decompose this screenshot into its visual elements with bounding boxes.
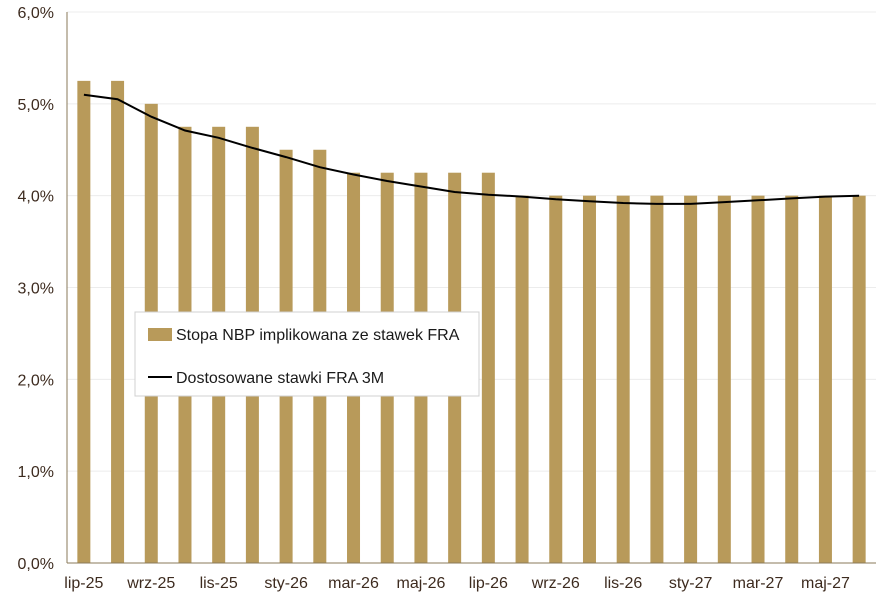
bar (77, 80, 91, 563)
legend-swatch-bar (148, 328, 172, 341)
x-axis-tick-labels: lip-25 wrz-25 lis-25 sty-26 mar-26 maj-26 lip-… (64, 575, 850, 592)
x-tick-label: wrz-26 (531, 575, 580, 592)
bar (717, 195, 731, 563)
x-tick-label: wrz-25 (126, 575, 175, 592)
y-tick-label: 6,0% (18, 5, 54, 22)
axes (66, 12, 876, 564)
line-series-fra-3m (83, 93, 860, 205)
bar (684, 195, 698, 563)
x-tick-label: mar-26 (328, 575, 379, 592)
x-tick-label: lis-25 (200, 575, 238, 592)
bar (751, 195, 765, 563)
y-tick-label: 1,0% (18, 464, 54, 481)
x-tick-label: lip-26 (469, 575, 508, 592)
bar (650, 195, 664, 563)
x-tick-label: mar-27 (733, 575, 784, 592)
y-axis-tick-labels: 0,0% 1,0% 2,0% 3,0% 4,0% 5,0% 6,0% (18, 5, 54, 573)
x-tick-label: maj-27 (801, 575, 850, 592)
bar (785, 195, 799, 563)
x-tick-label: maj-26 (396, 575, 445, 592)
legend-box (134, 311, 480, 397)
legend: Stopa NBP implikowana ze stawek FRA Dost… (134, 311, 480, 397)
y-tick-label: 0,0% (18, 556, 54, 573)
legend-label-line: Dostosowane stawki FRA 3M (176, 370, 384, 387)
bar (111, 80, 125, 563)
bar (582, 195, 596, 563)
bar (818, 195, 832, 563)
bar (616, 195, 630, 563)
y-tick-label: 5,0% (18, 97, 54, 114)
x-tick-label: lip-25 (64, 575, 103, 592)
legend-label-bar: Stopa NBP implikowana ze stawek FRA (176, 327, 460, 344)
x-tick-label: sty-27 (669, 575, 713, 592)
x-tick-label: lis-26 (604, 575, 642, 592)
y-tick-label: 2,0% (18, 372, 54, 389)
y-tick-label: 4,0% (18, 189, 54, 206)
bar (515, 195, 529, 563)
bar (549, 195, 563, 563)
bar (852, 195, 866, 563)
y-tick-label: 3,0% (18, 281, 54, 298)
x-tick-label: sty-26 (264, 575, 308, 592)
bar (481, 172, 495, 564)
